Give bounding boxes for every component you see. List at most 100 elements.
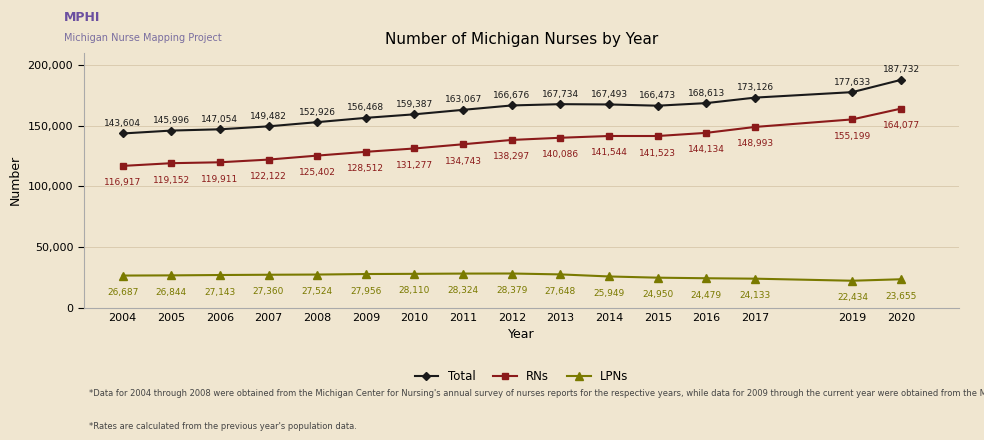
Text: 27,360: 27,360 <box>253 287 284 296</box>
Text: 148,993: 148,993 <box>736 139 773 148</box>
LPNs <box>408 271 420 276</box>
RNs <box>360 149 372 154</box>
RNs <box>701 130 712 136</box>
Total <box>749 95 761 100</box>
Line: Total: Total <box>119 77 904 136</box>
Text: 166,676: 166,676 <box>493 91 530 100</box>
LPNs <box>603 274 615 279</box>
LPNs <box>165 273 177 278</box>
Y-axis label: Number: Number <box>9 155 22 205</box>
Text: 140,086: 140,086 <box>542 150 579 159</box>
Text: 119,911: 119,911 <box>202 175 238 184</box>
Total <box>214 127 225 132</box>
RNs <box>165 161 177 166</box>
X-axis label: Year: Year <box>508 328 535 341</box>
LPNs <box>846 278 858 283</box>
Text: 24,479: 24,479 <box>691 291 722 300</box>
LPNs <box>214 272 225 278</box>
Total <box>846 89 858 95</box>
Text: 28,110: 28,110 <box>399 286 430 295</box>
Total <box>360 115 372 121</box>
Text: 27,956: 27,956 <box>350 286 382 296</box>
Legend: Total, RNs, LPNs: Total, RNs, LPNs <box>410 365 633 387</box>
Text: 167,493: 167,493 <box>590 90 628 99</box>
LPNs <box>651 275 663 280</box>
Text: 26,687: 26,687 <box>107 288 138 297</box>
Total <box>263 124 275 129</box>
LPNs <box>555 272 567 277</box>
RNs <box>214 160 225 165</box>
RNs <box>895 106 907 111</box>
RNs <box>749 124 761 129</box>
LPNs <box>749 276 761 281</box>
Text: 149,482: 149,482 <box>250 112 287 121</box>
Text: 156,468: 156,468 <box>347 103 385 112</box>
RNs <box>458 142 469 147</box>
Total <box>165 128 177 133</box>
Text: *Rates are calculated from the previous year's population data.: *Rates are calculated from the previous … <box>89 422 356 431</box>
Text: 119,152: 119,152 <box>153 176 190 185</box>
LPNs <box>311 272 323 277</box>
Text: 138,297: 138,297 <box>493 152 530 161</box>
Text: 187,732: 187,732 <box>883 65 920 74</box>
Text: 28,324: 28,324 <box>448 286 478 295</box>
Text: 131,277: 131,277 <box>396 161 433 170</box>
RNs <box>506 137 518 143</box>
RNs <box>846 117 858 122</box>
Line: LPNs: LPNs <box>119 270 905 285</box>
Text: 159,387: 159,387 <box>396 100 433 109</box>
Text: MPHI: MPHI <box>64 11 100 24</box>
Text: 27,648: 27,648 <box>545 287 576 296</box>
Text: 27,143: 27,143 <box>205 287 235 297</box>
Total <box>651 103 663 108</box>
Total <box>555 102 567 107</box>
Total <box>603 102 615 107</box>
LPNs <box>360 271 372 277</box>
Text: 141,544: 141,544 <box>590 148 628 158</box>
Text: 27,524: 27,524 <box>302 287 333 296</box>
Text: 125,402: 125,402 <box>299 168 336 177</box>
Line: RNs: RNs <box>119 106 904 169</box>
Text: 163,067: 163,067 <box>445 95 482 104</box>
RNs <box>603 133 615 139</box>
LPNs <box>506 271 518 276</box>
Text: 177,633: 177,633 <box>833 77 871 87</box>
Text: 166,473: 166,473 <box>640 91 676 100</box>
Text: 28,379: 28,379 <box>496 286 527 295</box>
RNs <box>408 146 420 151</box>
Text: 145,996: 145,996 <box>153 116 190 125</box>
Total <box>458 107 469 113</box>
Total <box>117 131 129 136</box>
Total <box>408 112 420 117</box>
Text: 168,613: 168,613 <box>688 88 725 98</box>
Text: 144,134: 144,134 <box>688 145 725 154</box>
Text: 116,917: 116,917 <box>104 178 141 187</box>
Text: 122,122: 122,122 <box>250 172 287 181</box>
LPNs <box>117 273 129 278</box>
LPNs <box>458 271 469 276</box>
Total <box>701 100 712 106</box>
Text: 24,133: 24,133 <box>739 291 770 300</box>
Text: 26,844: 26,844 <box>155 288 187 297</box>
Text: 152,926: 152,926 <box>299 108 336 117</box>
RNs <box>651 133 663 139</box>
LPNs <box>701 275 712 281</box>
Text: 24,950: 24,950 <box>643 290 673 299</box>
Text: 128,512: 128,512 <box>347 164 385 173</box>
Total <box>895 77 907 83</box>
Text: 134,743: 134,743 <box>445 157 481 166</box>
RNs <box>117 163 129 169</box>
Text: 155,199: 155,199 <box>833 132 871 141</box>
Total <box>311 120 323 125</box>
Text: 23,655: 23,655 <box>886 292 917 301</box>
Title: Number of Michigan Nurses by Year: Number of Michigan Nurses by Year <box>385 33 658 48</box>
Text: 22,434: 22,434 <box>836 293 868 302</box>
Text: 141,523: 141,523 <box>640 149 676 158</box>
RNs <box>263 157 275 162</box>
Text: 167,734: 167,734 <box>542 90 579 99</box>
Text: *Data for 2004 through 2008 were obtained from the Michigan Center for Nursing's: *Data for 2004 through 2008 were obtaine… <box>89 389 984 398</box>
LPNs <box>263 272 275 277</box>
Total <box>506 103 518 108</box>
LPNs <box>895 277 907 282</box>
Text: 147,054: 147,054 <box>202 115 238 124</box>
